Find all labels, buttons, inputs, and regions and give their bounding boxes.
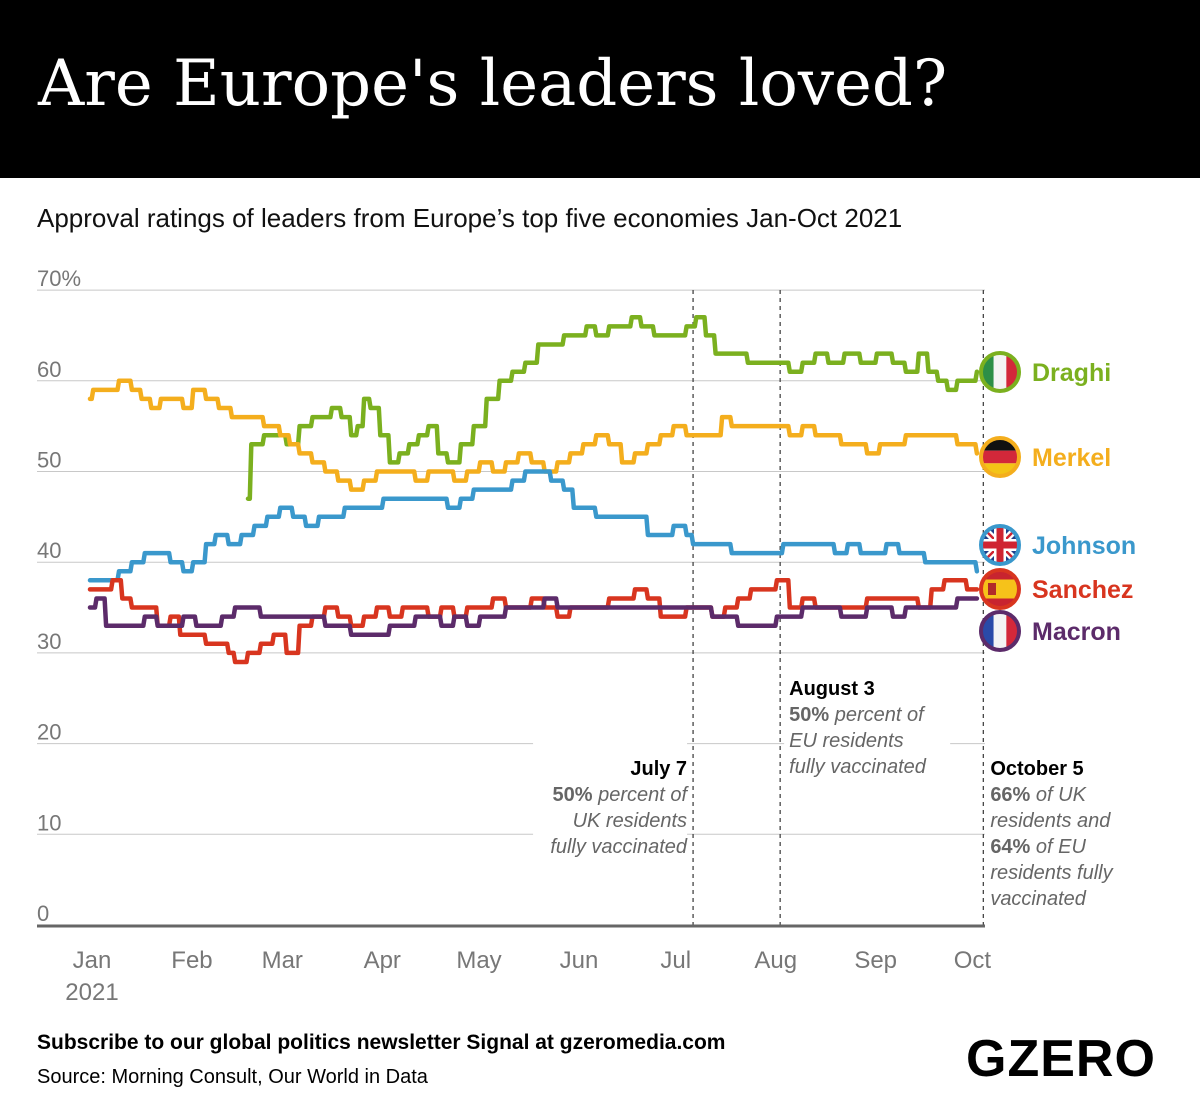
flag-stripe	[981, 579, 1019, 599]
y-tick-label: 30	[37, 629, 61, 654]
annotation-text: residents and	[990, 810, 1111, 832]
x-tick-label: Oct	[954, 947, 992, 974]
x-tick-label: Apr	[364, 947, 401, 974]
annotation-text: 64% of EU	[990, 836, 1086, 858]
annotation-text: fully vaccinated	[550, 836, 688, 858]
series-label-merkel: Merkel	[1032, 444, 1111, 472]
y-tick-label: 0	[37, 901, 49, 926]
series-line-johnson	[87, 469, 980, 583]
series-label-draghi: Draghi	[1032, 359, 1111, 387]
y-tick-label: 10	[37, 810, 61, 835]
vaccination-markers: July 7 50% percent of UK residents fully va…	[533, 290, 1136, 925]
annotation-pct: 66%	[990, 784, 1030, 806]
annotation-date: August 3	[789, 678, 875, 700]
annotation-text-part: of EU	[1030, 836, 1086, 858]
flag-cross	[981, 541, 1019, 549]
series-lines	[87, 315, 980, 665]
x-tick-label: May	[456, 947, 501, 974]
annotation-text-part: residents fully	[990, 862, 1113, 884]
annotation-pct: 50%	[789, 704, 829, 726]
spain-flag-icon	[979, 568, 1021, 610]
annotation-text: UK residents	[573, 810, 688, 832]
axes: Jan 2021 Feb Mar Apr May Jun Jul Aug Sep Oct	[37, 924, 992, 1000]
annotation-text: vaccinated	[990, 888, 1086, 910]
flag-ring	[979, 351, 1021, 393]
series-label-macron: Macron	[1032, 618, 1121, 646]
annotation-pct: 50%	[553, 784, 593, 806]
x-tick-label: Jan	[73, 947, 112, 974]
series-line-merkel	[87, 378, 980, 492]
flag-ring	[979, 568, 1021, 610]
annotation-text-part: residents and	[990, 810, 1111, 832]
y-tick-label: 70%	[37, 266, 81, 291]
y-tick-label: 60	[37, 357, 61, 382]
series-label-johnson: Johnson	[1032, 532, 1136, 560]
approval-chart: 0 10 20 30 40 50 60 70% July 7 50% percent of UK …	[37, 266, 1136, 1000]
annotation-text: fully vaccinated	[789, 756, 927, 778]
annotation-date: October 5	[990, 758, 1083, 780]
annotation-text-part: of UK	[1030, 784, 1087, 806]
gzero-logo: GZERO	[966, 1030, 1156, 1088]
annotation-backdrop	[533, 740, 688, 860]
annotation-text: 50% percent of	[789, 704, 926, 726]
flag-emblem	[988, 583, 996, 595]
header-banner: Are Europe's leaders loved?	[0, 0, 1200, 178]
annotation-text: 50% percent of	[553, 784, 690, 806]
chart-title: Are Europe's leaders loved?	[38, 47, 948, 121]
gridlines: 0 10 20 30 40 50 60 70%	[37, 266, 985, 926]
series-line-draghi	[245, 315, 980, 501]
flag-ring	[979, 610, 1021, 652]
annotation-text-part: percent of	[829, 704, 926, 726]
subscribe-note: Subscribe to our global politics newslet…	[37, 1031, 726, 1054]
series-labels: Draghi Merkel Johnson Sanchez Macron	[979, 351, 1136, 652]
x-tick-label: Aug	[754, 947, 797, 974]
annotation-date: July 7	[630, 758, 687, 780]
x-tick-label: Feb	[171, 947, 212, 974]
annotation-text-part: percent of	[593, 784, 690, 806]
y-tick-label: 40	[37, 538, 61, 563]
series-line-macron	[87, 596, 980, 638]
annotation-text: 66% of UK	[990, 784, 1087, 806]
germany-flag-icon	[979, 436, 1021, 478]
x-tick-label: Mar	[262, 947, 303, 974]
series-label-sanchez: Sanchez	[1032, 576, 1133, 604]
flag-stripe	[981, 450, 1019, 464]
italy-flag-icon	[979, 351, 1021, 393]
flag-stripe	[993, 612, 1007, 650]
x-tick-label: Sep	[854, 947, 897, 974]
annotation-text-part: vaccinated	[990, 888, 1086, 910]
annotation-backdrop	[784, 662, 951, 782]
x-tick-label: Jun	[560, 947, 599, 974]
flag-ring	[979, 524, 1021, 566]
y-tick-label: 50	[37, 448, 61, 473]
annotation-backdrop	[985, 740, 1136, 915]
source-note: Source: Morning Consult, Our World in Da…	[37, 1066, 428, 1088]
annotation-text: EU residents	[789, 730, 904, 752]
uk-flag-icon	[979, 524, 1021, 566]
chart-subtitle: Approval ratings of leaders from Europe’…	[37, 203, 903, 233]
france-flag-icon	[979, 610, 1021, 652]
flag-ring	[979, 436, 1021, 478]
annotation-text: residents fully	[990, 862, 1113, 884]
x-tick-sublabel: 2021	[65, 979, 118, 1000]
y-tick-label: 20	[37, 720, 61, 745]
annotation-pct: 64%	[990, 836, 1030, 858]
x-tick-label: Jul	[660, 947, 691, 974]
flag-stripe	[993, 353, 1007, 391]
